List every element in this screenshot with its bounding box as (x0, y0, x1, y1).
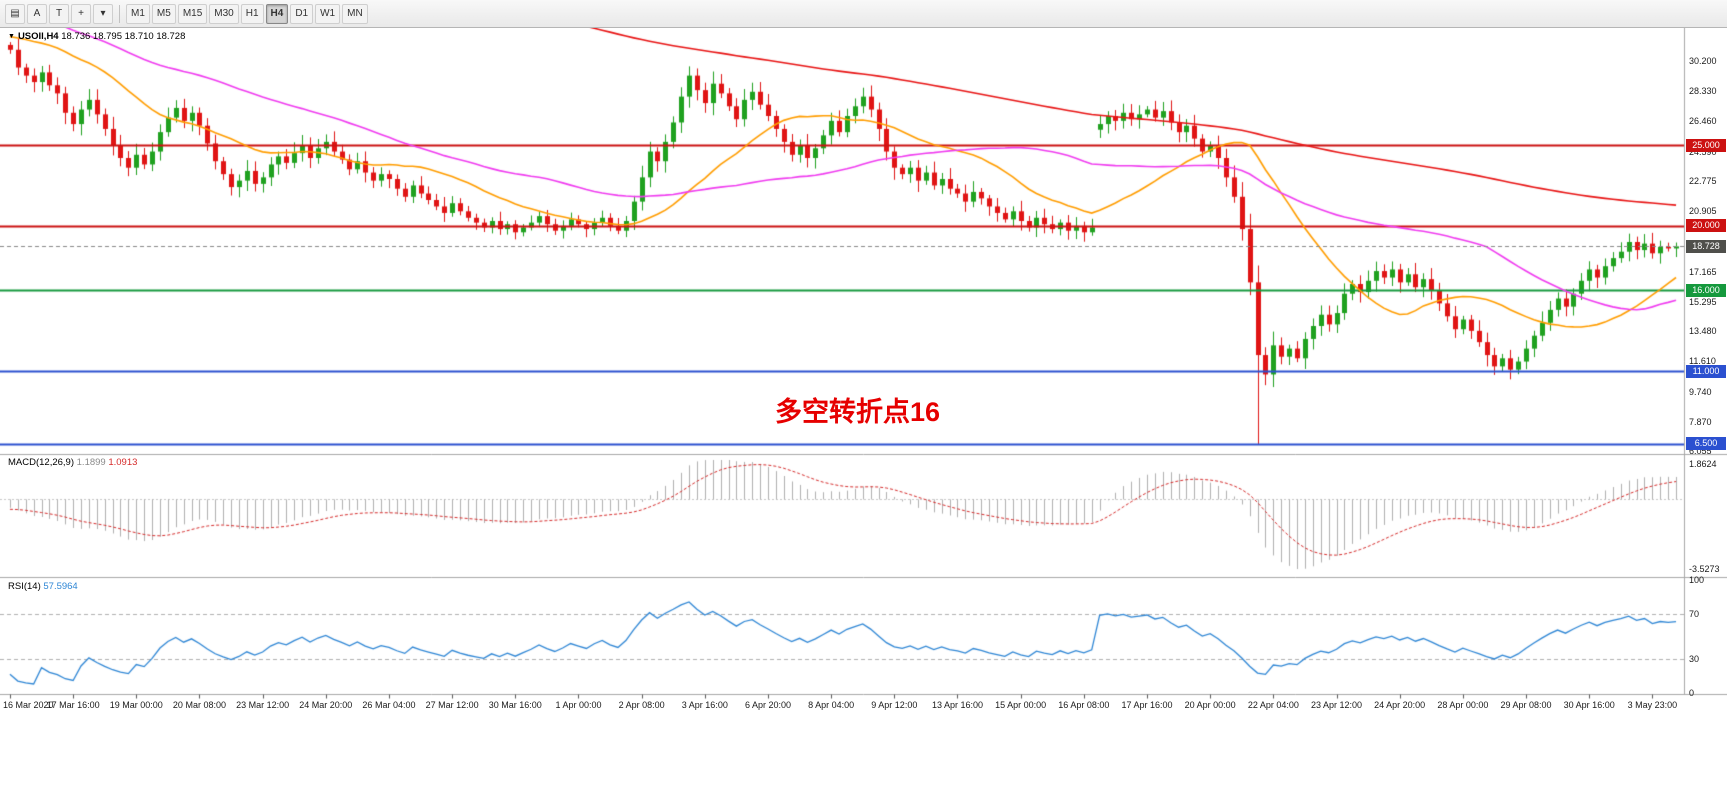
time-axis-label: 13 Apr 16:00 (931, 700, 984, 710)
time-axis-label: 3 May 23:00 (1627, 700, 1678, 710)
time-axis-label: 20 Mar 08:00 (172, 700, 226, 710)
timeframe-button-H4[interactable]: H4 (265, 3, 289, 24)
rsi-title-bar: RSI(14) 57.5964 (8, 581, 78, 592)
chart-area: ▼ USOIl,H4 18.736 18.795 18.710 18.728 MA… (0, 28, 1727, 792)
time-axis-label: 17 Apr 16:00 (1121, 700, 1173, 710)
time-axis-label: 2 Apr 08:00 (618, 700, 665, 710)
rsi-scale-label: 70 (1689, 608, 1700, 619)
time-axis-label: 28 Apr 00:00 (1437, 700, 1489, 710)
time-axis-label: 20 Apr 00:00 (1184, 700, 1236, 710)
macd-main-value: 1.1899 (76, 457, 106, 468)
time-axis-label: 16 Apr 08:00 (1058, 700, 1110, 710)
chart-grid-icon[interactable]: ▤ (5, 3, 25, 24)
time-axis-label: 16 Mar 2020 (3, 700, 54, 710)
time-axis-label: 6 Apr 20:00 (744, 700, 792, 710)
macd-signal-value: 1.0913 (108, 457, 138, 468)
symbol-timeframe-label: USOIl,H4 (17, 31, 59, 42)
chart-collapse-icon[interactable]: ▼ (8, 33, 15, 40)
time-axis-label: 8 Apr 04:00 (808, 700, 855, 710)
price-level-badge: 20.000 (1686, 219, 1726, 233)
time-axis-label: 24 Mar 20:00 (299, 700, 353, 710)
toolbar-separator (119, 4, 120, 23)
chart-title-bar: ▼ USOIl,H4 18.736 18.795 18.710 18.728 (8, 31, 185, 42)
timeframe-button-M15[interactable]: M15 (177, 3, 208, 24)
rsi-value: 57.5964 (43, 581, 78, 592)
time-axis-label: 19 Mar 00:00 (109, 700, 163, 710)
price-axis-label: 24.590 (1689, 146, 1717, 157)
price-axis-label: 15.295 (1689, 296, 1717, 307)
macd-title-bar: MACD(12,26,9) 1.1899 1.0913 (8, 457, 137, 468)
price-level-badge: 25.000 (1686, 138, 1726, 152)
time-axis-label: 30 Mar 16:00 (488, 700, 542, 710)
price-axis-label: 7.870 (1689, 416, 1712, 427)
timeframe-button-H1[interactable]: H1 (240, 3, 264, 24)
time-axis-label: 29 Apr 08:00 (1500, 700, 1552, 710)
time-axis-label: 27 Mar 12:00 (425, 700, 479, 710)
price-axis-label: 6.055 (1689, 446, 1712, 457)
price-axis-label: 9.740 (1689, 386, 1712, 397)
macd-scale-max-label: 1.8624 (1689, 459, 1717, 469)
price-axis-label: 13.480 (1689, 326, 1717, 337)
time-axis-label: 23 Apr 12:00 (1310, 700, 1363, 710)
current-price-badge: 18.728 (1686, 239, 1726, 253)
timeframe-button-MN[interactable]: MN (342, 3, 368, 24)
time-axis-label: 1 Apr 00:00 (555, 700, 602, 710)
time-axis-label: 3 Apr 16:00 (681, 700, 728, 710)
crosshair-tool[interactable]: + (71, 3, 91, 24)
price-level-badge: 11.000 (1686, 364, 1726, 378)
rsi-scale-label: 0 (1689, 688, 1695, 698)
price-axis-label: 26.460 (1689, 116, 1717, 127)
chart-canvas[interactable] (0, 28, 1727, 792)
price-axis-label: 20.905 (1689, 206, 1717, 217)
price-axis-label: 22.775 (1689, 176, 1717, 187)
chart-type-dropdown-icon[interactable]: ▾ (93, 3, 113, 24)
price-level-badge: 16.000 (1686, 283, 1726, 297)
timeframe-button-W1[interactable]: W1 (315, 3, 341, 24)
timeframe-button-M30[interactable]: M30 (209, 3, 239, 24)
time-axis-label: 9 Apr 12:00 (871, 700, 918, 710)
time-axis-label: 17 Mar 16:00 (46, 700, 100, 710)
macd-label: MACD(12,26,9) (8, 457, 74, 468)
time-axis-label: 30 Apr 16:00 (1563, 700, 1615, 710)
price-level-badge: 6.500 (1686, 437, 1726, 451)
price-axis-label: 30.200 (1689, 56, 1717, 67)
timeframe-button-M1[interactable]: M1 (126, 3, 150, 24)
toolbar: ▤ A T + ▾ M1 M5 M15 M30 H1 H4 D1 W1 MN (0, 0, 1727, 28)
macd-scale-min-label: -3.5273 (1689, 564, 1720, 574)
rsi-scale-label: 100 (1689, 575, 1705, 585)
price-axis-label: 17.165 (1689, 266, 1717, 277)
time-axis-label: 15 Apr 00:00 (995, 700, 1047, 710)
rsi-scale-label: 30 (1689, 654, 1700, 665)
timeframe-button-M5[interactable]: M5 (151, 3, 176, 24)
text-tool[interactable]: T (49, 3, 69, 24)
ohlc-readout: 18.736 18.795 18.710 18.728 (61, 31, 186, 42)
chart-annotation[interactable]: 多空转折点16 (775, 397, 941, 427)
timeframe-button-D1[interactable]: D1 (290, 3, 314, 24)
price-axis-label: 28.330 (1689, 86, 1717, 97)
annotation-a-tool[interactable]: A (27, 3, 47, 24)
time-axis-label: 26 Mar 04:00 (362, 700, 416, 710)
time-axis-label: 24 Apr 20:00 (1374, 700, 1426, 710)
time-axis-label: 23 Mar 12:00 (236, 700, 290, 710)
rsi-label: RSI(14) (8, 581, 41, 592)
time-axis-label: 22 Apr 04:00 (1247, 700, 1299, 710)
price-axis-label: 11.610 (1689, 356, 1716, 367)
